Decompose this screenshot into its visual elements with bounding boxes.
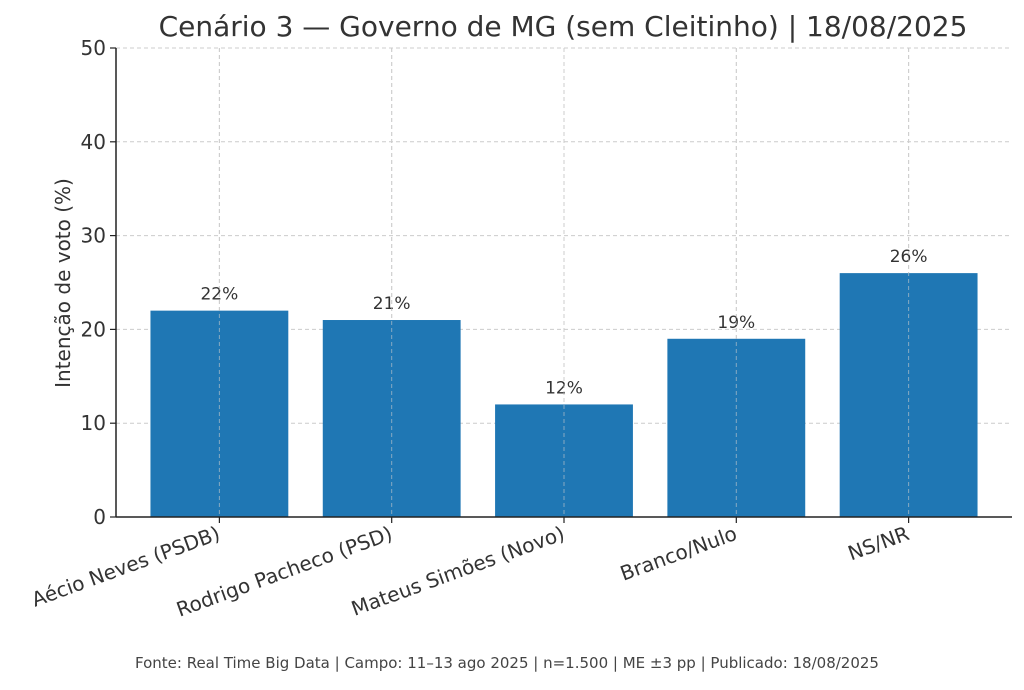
bar-data-label: 26% (890, 247, 928, 267)
chart-footer: Fonte: Real Time Big Data | Campo: 11–13… (135, 654, 879, 672)
bar-data-label: 12% (545, 378, 583, 398)
y-axis-label: Intenção de voto (%) (51, 178, 75, 388)
x-tick-label: NS/NR (845, 521, 913, 565)
bar-data-label: 21% (373, 294, 411, 314)
y-tick-label: 0 (93, 505, 106, 529)
y-tick-label: 10 (81, 411, 106, 435)
chart-title: Cenário 3 — Governo de MG (sem Cleitinho… (159, 10, 968, 43)
y-tick-label: 20 (81, 317, 106, 341)
bars-layer: 22% 21%12%19%26% (150, 48, 978, 517)
y-tick-label: 40 (81, 130, 106, 154)
y-tick-label: 30 (81, 224, 106, 248)
y-tick-label: 50 (81, 36, 106, 60)
x-tick-label: Branco/Nulo (617, 521, 740, 585)
